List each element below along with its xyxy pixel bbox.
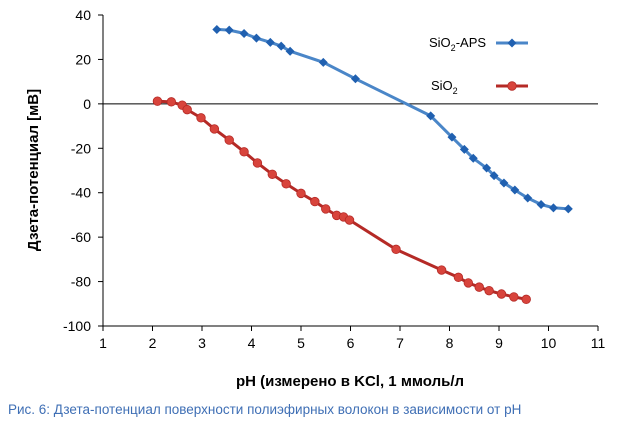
data-point <box>496 289 507 299</box>
y-tick-label: -20 <box>71 140 91 156</box>
data-point <box>489 171 499 181</box>
data-point <box>265 37 275 47</box>
legend-label: SiO2 <box>431 78 458 96</box>
data-point <box>447 132 457 142</box>
y-tick-label: 0 <box>83 96 91 112</box>
x-tick-label: 10 <box>541 335 557 351</box>
x-tick-label: 5 <box>297 335 305 351</box>
data-point <box>426 111 436 121</box>
x-tick-label: 4 <box>248 335 256 351</box>
data-point <box>212 24 222 34</box>
data-point <box>152 96 163 106</box>
series-sio2 <box>152 96 531 305</box>
data-point <box>224 135 234 145</box>
data-point <box>536 199 546 209</box>
data-point <box>468 153 478 163</box>
data-point <box>521 294 531 305</box>
legend-label: SiO2-APS <box>429 35 486 53</box>
data-point <box>182 104 192 115</box>
data-point <box>281 179 291 189</box>
y-tick-label: -80 <box>71 274 91 290</box>
x-tick-label: 1 <box>99 335 107 351</box>
data-point <box>285 46 295 56</box>
data-point <box>321 204 331 214</box>
x-tick-label: 3 <box>198 335 206 351</box>
data-point <box>510 185 520 195</box>
x-axis-label: pH (измерено в KCl, 1 ммоль/л <box>236 373 464 390</box>
data-point <box>459 144 469 154</box>
x-tick-label: 7 <box>396 335 404 351</box>
data-point <box>239 28 249 38</box>
data-point <box>251 33 261 43</box>
x-tick-label: 11 <box>591 335 606 351</box>
figure-caption: Рис. 6: Дзета-потенциал поверхности поли… <box>8 402 522 417</box>
data-point <box>310 196 320 207</box>
x-tick-label: 2 <box>149 335 157 351</box>
data-point <box>499 178 509 188</box>
chart-series <box>152 24 573 305</box>
data-point <box>166 97 177 107</box>
data-point <box>209 124 220 134</box>
data-point <box>523 193 533 203</box>
data-point <box>453 272 464 283</box>
data-point <box>482 163 492 173</box>
y-tick-label: -100 <box>63 318 91 334</box>
data-point <box>391 244 401 255</box>
series-sio2-aps <box>212 24 573 214</box>
zeta-potential-chart: 1 2 3 4 5 6 7 8 9 10 11 40 20 0 -20 -40 -60 -80 -100 SiO2-… <box>25 7 606 390</box>
data-point <box>436 265 447 275</box>
x-tick-label: 9 <box>495 335 503 351</box>
legend-marker <box>507 81 517 91</box>
y-tick-label: 20 <box>75 51 91 67</box>
data-point <box>548 203 558 213</box>
y-tick-label: -60 <box>71 229 91 245</box>
data-point <box>344 215 355 225</box>
data-point <box>318 57 328 67</box>
legend-marker <box>507 38 517 48</box>
data-point <box>484 285 494 296</box>
x-tick-label: 8 <box>446 335 454 351</box>
data-point <box>276 41 286 51</box>
series-line <box>216 27 569 211</box>
chart-legend: SiO2-APS SiO2 <box>429 35 528 96</box>
y-axis-label: Дзета-потенциал [мВ] <box>25 89 42 251</box>
x-tick-label: 6 <box>347 335 355 351</box>
data-point <box>474 282 484 292</box>
data-point <box>296 188 306 199</box>
data-point <box>563 204 573 214</box>
data-point <box>509 292 519 302</box>
data-point <box>224 25 234 35</box>
y-tick-label: -40 <box>71 185 91 201</box>
data-point <box>239 147 249 157</box>
data-point <box>196 113 206 123</box>
data-point <box>463 278 474 288</box>
y-tick-label: 40 <box>75 7 91 23</box>
data-point <box>267 169 277 179</box>
data-point <box>350 74 360 84</box>
data-point <box>252 158 263 168</box>
